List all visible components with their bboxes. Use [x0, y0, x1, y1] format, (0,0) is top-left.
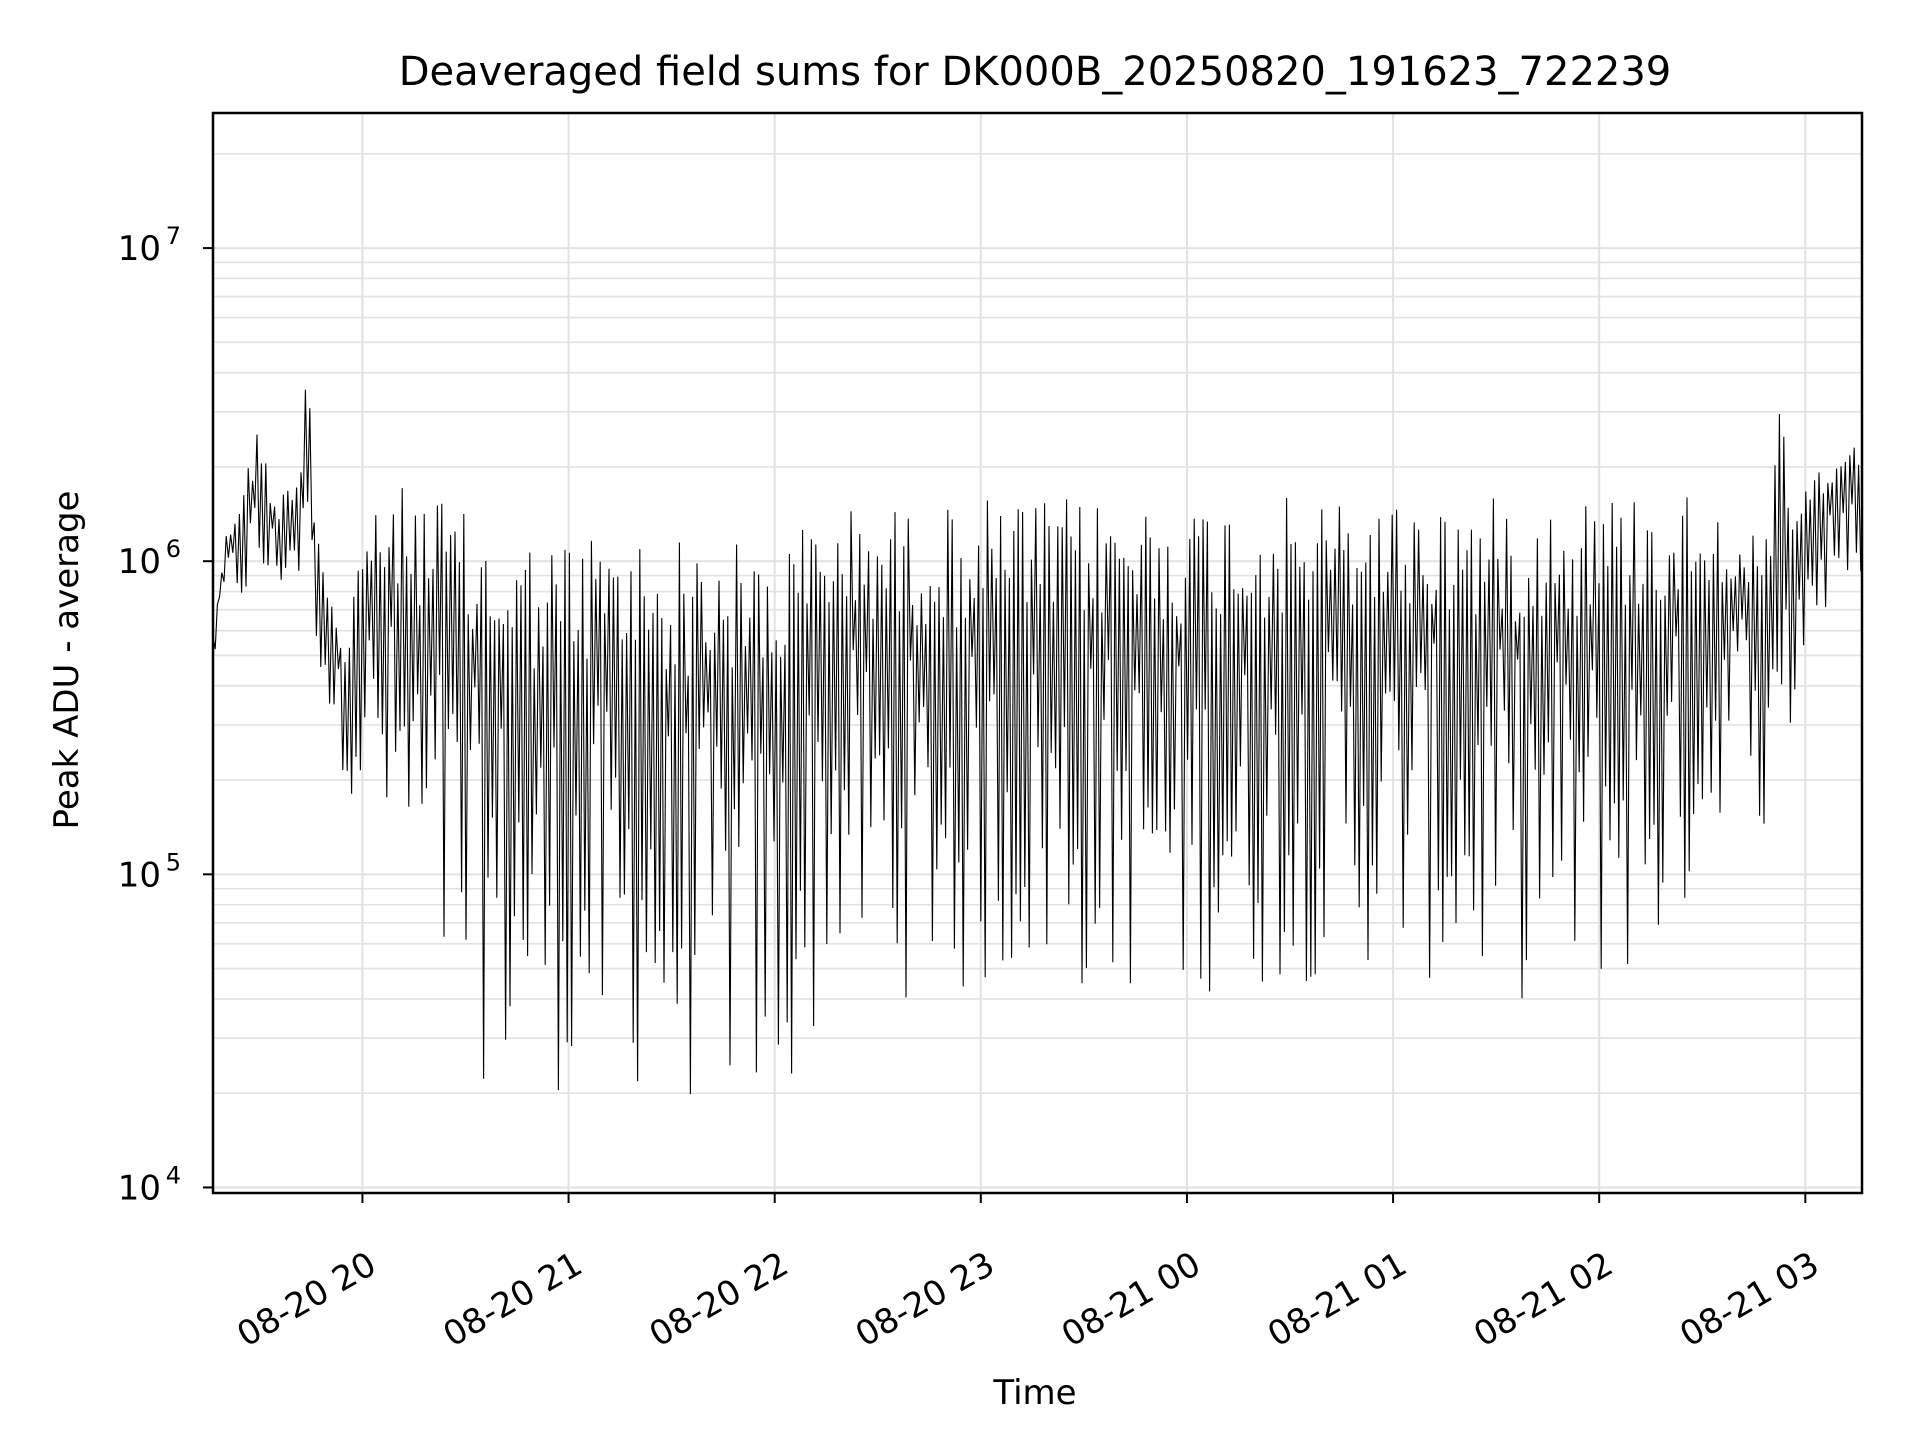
y-tick-exponent: 5 [166, 848, 181, 876]
y-tick-exponent: 4 [166, 1161, 181, 1189]
y-tick-label: 10 [118, 229, 161, 269]
y-axis-label: Peak ADU - average [47, 491, 87, 830]
chart-title: Deaveraged field sums for DK000B_2025082… [399, 49, 1672, 95]
series-line [212, 389, 1862, 1095]
plot-frame [211, 111, 1864, 1195]
grid [213, 113, 1862, 1193]
series-layer [212, 389, 1862, 1095]
y-tick-exponent: 7 [166, 222, 181, 250]
y-tick-label: 10 [118, 542, 161, 582]
y-tick-exponent: 6 [166, 535, 181, 563]
y-tick-label: 10 [118, 855, 161, 895]
y-tick-label: 10 [118, 1168, 161, 1208]
x-axis-label: Time [992, 1373, 1076, 1413]
